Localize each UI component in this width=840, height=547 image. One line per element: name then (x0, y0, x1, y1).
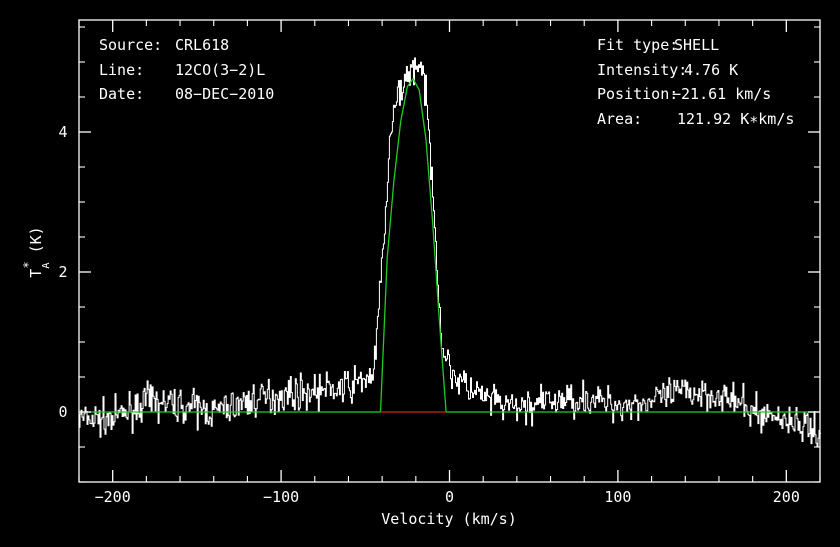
info-left: Source: CRL618 Line: 12CO(3−2)L Date: 08… (99, 36, 274, 103)
fit-layer (79, 77, 820, 413)
x-tick-label: 100 (604, 488, 631, 506)
svg-text:TA*(K): TA * (K) (21, 226, 52, 277)
fit-line (79, 77, 820, 413)
info-intensity-value: 4.76 K (684, 61, 738, 79)
info-source-value: CRL618 (175, 36, 229, 54)
info-fit-type-value: SHELL (674, 36, 719, 54)
y-tick-label: 2 (58, 263, 67, 281)
info-intensity-key: Intensity: (597, 61, 687, 79)
y-axis-label: TA * (K) (21, 226, 52, 277)
info-date-key: Date: (99, 85, 144, 103)
y-axis-label-sup: * (21, 261, 35, 268)
x-axis-label: Velocity (km/s) (381, 510, 516, 528)
info-fit-type-key: Fit type: (597, 36, 678, 54)
info-source-key: Source: (99, 36, 162, 54)
ticks-layer: −200 −100 0 100 200 0 2 4 (58, 20, 821, 506)
y-axis-label-sub: A (41, 263, 52, 269)
x-tick-label: 200 (773, 488, 800, 506)
y-axis-label-main: T (27, 269, 45, 278)
info-area-value: 121.92 K∗km/s (677, 110, 794, 128)
spectrum-layer (79, 57, 821, 447)
y-tick-label: 0 (58, 403, 67, 421)
x-tick-label: −200 (95, 488, 131, 506)
info-right: Fit type: SHELL Intensity: 4.76 K Positi… (597, 36, 794, 128)
y-axis-label-unit: (K) (27, 226, 45, 253)
spectrum-line (79, 57, 821, 447)
info-line-key: Line: (99, 61, 144, 79)
y-tick-label: 4 (58, 123, 67, 141)
info-position-key: Position: (597, 85, 678, 103)
info-line-value: 12CO(3−2)L (175, 61, 265, 79)
x-tick-label: 0 (445, 488, 454, 506)
info-position-value: −21.61 km/s (672, 85, 771, 103)
info-area-key: Area: (597, 110, 642, 128)
x-tick-label: −100 (263, 488, 299, 506)
info-date-value: 08−DEC−2010 (175, 85, 274, 103)
